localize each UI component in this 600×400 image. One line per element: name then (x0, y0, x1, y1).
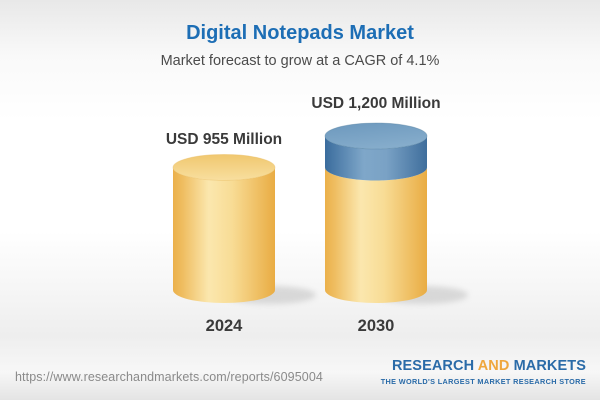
logo-word-research: RESEARCH (391, 358, 475, 374)
cylinder-top-2030 (324, 122, 428, 150)
bar-value-label-2024: USD 955 Million (165, 131, 283, 148)
bar-value-label-2030: USD 1,200 Million (311, 95, 441, 112)
logo-wordmark: RESEARCH AND MARKETS (381, 358, 586, 375)
chart-bars (172, 122, 468, 304)
cylinder-segment-current-market-2024 (173, 167, 275, 303)
cylinder-segment-current-market-2030 (325, 167, 427, 303)
page-title: Digital Notepads Market (186, 22, 414, 44)
logo-word-markets: MARKETS (513, 358, 586, 374)
cylinder-top-2024 (172, 154, 276, 181)
footer: https://www.researchandmarkets.com/repor… (0, 352, 600, 400)
chart-header: Digital Notepads Market Market forecast … (0, 0, 600, 69)
research-and-markets-logo: RESEARCH AND MARKETS THE WORLD'S LARGEST… (381, 358, 586, 386)
cylinder-segment-forecast-growth-2030 (325, 136, 427, 181)
page-subtitle: Market forecast to grow at a CAGR of 4.1… (160, 53, 440, 69)
report-url: https://www.researchandmarkets.com/repor… (15, 370, 323, 384)
logo-word-and: AND (477, 358, 510, 374)
logo-tagline: THE WORLD'S LARGEST MARKET RESEARCH STOR… (380, 376, 586, 386)
bar-category-label-2030: 2030 (357, 317, 395, 335)
bar-category-label-2024: 2024 (205, 317, 243, 335)
